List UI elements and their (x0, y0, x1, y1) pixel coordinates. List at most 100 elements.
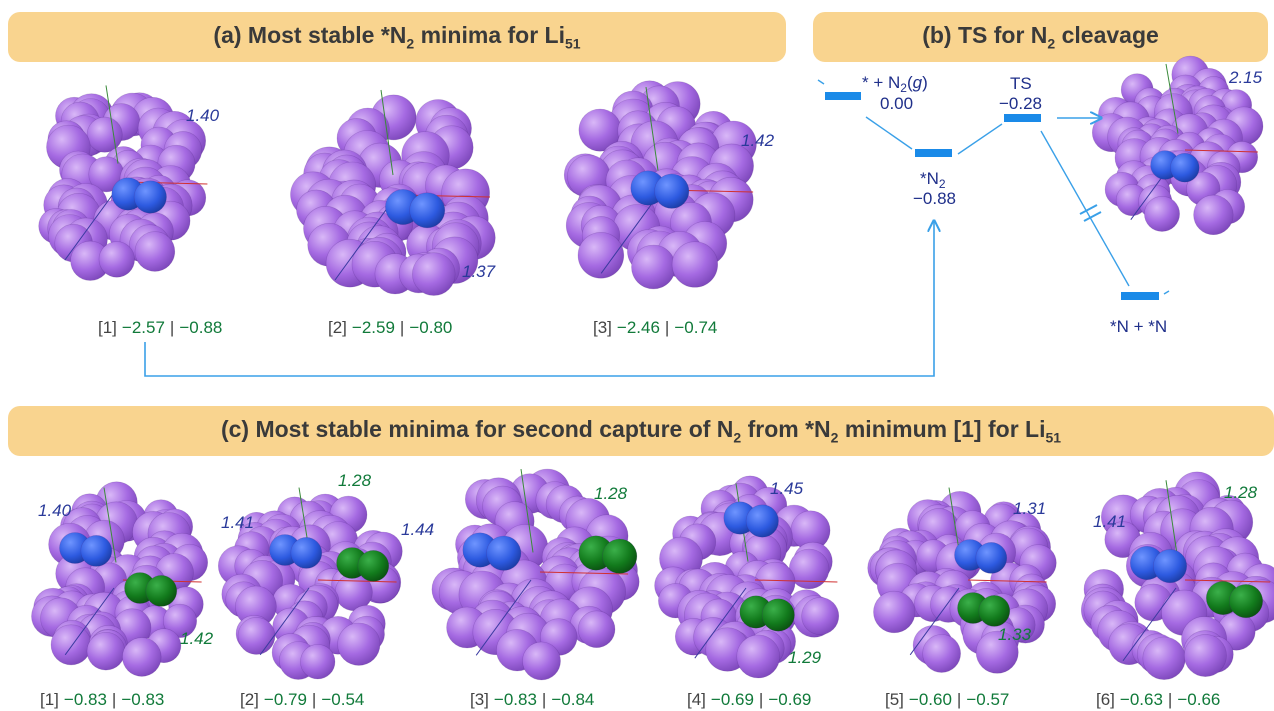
n-atom (1153, 549, 1188, 584)
cell-axis-line (64, 587, 115, 656)
connector (1163, 290, 1170, 295)
distance-first: 1.31 (1013, 499, 1046, 518)
distance-label: 1.40 (186, 106, 220, 125)
panel-c-structure-1 (31, 481, 208, 677)
gas-state-energy: 0.00 (880, 94, 913, 113)
cell-axis-line (539, 571, 629, 575)
cell-axis-line (380, 89, 394, 176)
li-atom (300, 644, 336, 680)
level-ts (1004, 114, 1041, 122)
li-atom (975, 630, 1019, 674)
panel-c-structure-2 (218, 487, 403, 680)
cell-axis-line (1165, 63, 1179, 134)
panel-c-structure-4-labels: 1.45 1.29 [4] −0.69 | −0.69 (687, 479, 822, 709)
energy-label: [3] −2.46 | −0.74 (593, 318, 717, 337)
panel-c-title: (c) Most stable minima for second captur… (8, 406, 1274, 456)
n-atom (486, 535, 522, 571)
distance-label: 1.37 (462, 262, 496, 281)
li-atom (522, 641, 561, 681)
li-atom (163, 603, 198, 638)
panel-c-structure-3 (431, 468, 640, 681)
adsorbed-state-energy: −0.88 (913, 189, 956, 208)
panel-a-structure-2-labels: 1.37 [2] −2.59 | −0.80 (328, 262, 496, 337)
break-mark (1083, 211, 1102, 222)
panel-a-title-text: (a) Most stable *N2 minima for Li51 (213, 22, 581, 52)
panel-c-structure-3-labels: 1.44 1.28 [3] −0.83 | −0.84 (401, 484, 628, 709)
li-atom (122, 637, 162, 677)
distance-second: 1.28 (338, 471, 372, 490)
dissociated-state-label: *N + *N (1110, 317, 1167, 336)
cell-axis-line (105, 85, 119, 164)
panel-a-structure-1 (38, 85, 208, 281)
panel-b-title-text: (b) TS for N2 cleavage (922, 22, 1159, 52)
energy-diagram: * + N2(g) 0.00 *N2 −0.88 TS −0.28 *N + *… (817, 68, 1263, 336)
n-atom (745, 504, 779, 538)
panel-c-structure-2-labels: 1.41 1.28 [2] −0.79 | −0.54 (221, 471, 372, 709)
panel-c-structure-1-labels: 1.40 1.42 [1] −0.83 | −0.83 (38, 501, 214, 709)
cell-axis-line (520, 469, 534, 553)
distance-second: 1.33 (998, 625, 1032, 644)
li-atom (1193, 194, 1234, 235)
cell-axis-line (1184, 579, 1271, 583)
li-atom (412, 252, 456, 296)
n-atom (133, 180, 167, 214)
cell-axis-line (754, 579, 838, 583)
connector (865, 116, 913, 150)
cluster-layer (31, 55, 1274, 681)
cell-axis-line (967, 579, 1047, 583)
connector (957, 123, 1003, 155)
panel-a-structure-3 (563, 80, 757, 290)
n-atom-second (357, 550, 390, 582)
n-atom (80, 535, 113, 567)
li-atom (1144, 195, 1180, 232)
n-atom-second (145, 575, 178, 607)
li-atom (337, 622, 381, 666)
energy-label: [3] −0.83 | −0.84 (470, 690, 594, 709)
ts-energy: −0.28 (999, 94, 1042, 113)
n-atom (409, 192, 446, 229)
li-atom (86, 116, 123, 153)
n-atom-second (978, 595, 1011, 627)
li-atom (577, 610, 616, 648)
distance-first: 1.41 (221, 513, 254, 532)
n-atom (975, 542, 1008, 574)
distance-first: 1.44 (401, 520, 434, 539)
connector (1040, 130, 1130, 287)
energy-label: [6] −0.63 | −0.66 (1096, 690, 1220, 709)
n-atom-second (761, 598, 795, 632)
ts-structure (1092, 55, 1264, 235)
li-atom (237, 617, 276, 655)
cell-axis-line (1122, 587, 1177, 662)
li-atom (801, 597, 840, 635)
panel-c-structure-5-labels: 1.31 1.33 [5] −0.60 | −0.57 (885, 499, 1046, 709)
li-atom (631, 244, 676, 290)
cell-axis-line (317, 579, 397, 583)
distance-second: 1.29 (788, 648, 822, 667)
panel-a-structure-2 (290, 89, 496, 296)
cell-axis-line (475, 579, 532, 656)
panel-c-structure-6 (1081, 471, 1274, 680)
cell-axis-line (259, 587, 310, 656)
n-atom (290, 537, 323, 569)
connector (817, 79, 825, 85)
ts-distance-label: 2.15 (1228, 68, 1263, 87)
cell-axis-line (600, 197, 657, 274)
energy-label: [2] −0.79 | −0.54 (240, 690, 364, 709)
ts-label: TS (1010, 74, 1032, 93)
li-atom (86, 631, 126, 671)
level-dissociated (1121, 292, 1159, 300)
li-atom (134, 231, 176, 272)
distance-first: 1.45 (770, 479, 804, 498)
li-atom (50, 624, 92, 666)
cell-axis-line (103, 487, 117, 563)
break-mark (1079, 204, 1098, 215)
panel-c-structure-4 (654, 475, 840, 679)
distance-second: 1.42 (180, 629, 214, 648)
li-atom (922, 634, 961, 673)
distance-second: 1.28 (1224, 483, 1258, 502)
cell-axis-line (1165, 480, 1179, 562)
link-arrow (144, 222, 934, 377)
li-atom (873, 590, 916, 634)
panel-c-structure-5 (867, 487, 1057, 674)
